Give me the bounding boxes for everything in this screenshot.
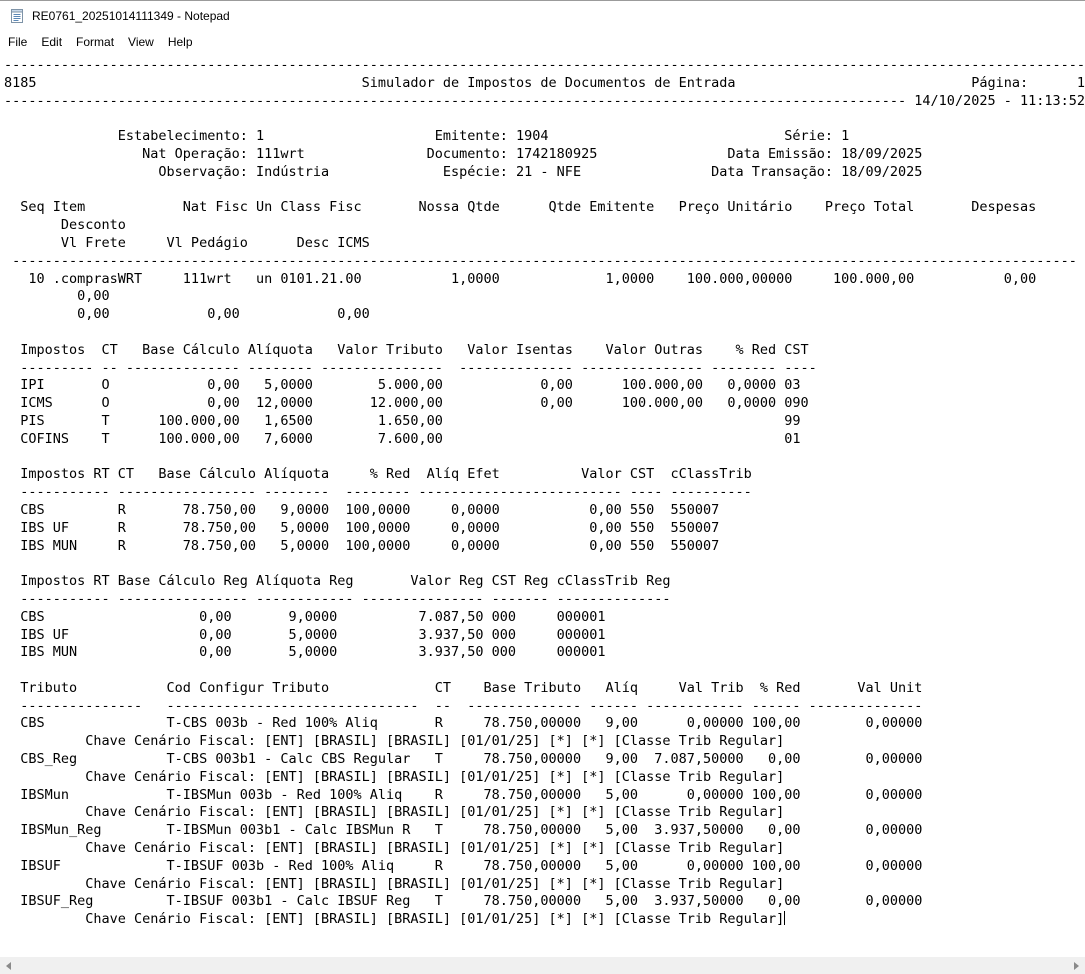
text-line: Observação: Indústria Espécie: 21 - NFE … xyxy=(4,163,923,180)
text-line: IBSUF_Reg T-IBSUF 003b1 - Calc IBSUF Reg… xyxy=(4,893,923,910)
text-line: 0,00 0,00 0,00 xyxy=(4,306,370,323)
text-line: IBSMun_Reg T-IBSMun 003b1 - Calc IBSMun … xyxy=(4,822,923,839)
text-line: ----------------------------------------… xyxy=(4,92,1085,109)
menu-item-edit[interactable]: Edit xyxy=(41,34,63,49)
text-line: --------------- ------------------------… xyxy=(4,697,923,714)
window-title: RE0761_20251014111349 - Notepad xyxy=(32,8,230,23)
text-line: Chave Cenário Fiscal: [ENT] [BRASIL] [BR… xyxy=(4,875,785,892)
text-line: CBS R 78.750,00 9,0000 100,0000 0,0000 0… xyxy=(4,501,720,518)
text-line: CBS T-CBS 003b - Red 100% Aliq R 78.750,… xyxy=(4,715,923,732)
horizontal-scrollbar[interactable] xyxy=(0,957,1085,974)
text-caret xyxy=(784,911,786,926)
text-line: ICMS O 0,00 12,0000 12.000,00 0,00 100.0… xyxy=(4,395,809,412)
text-line: Tributo Cod Configur Tributo CT Base Tri… xyxy=(4,679,923,696)
text-line: ----------------------------------------… xyxy=(4,252,1077,269)
menubar: File Edit Format View Help xyxy=(0,30,1085,53)
menu-item-help[interactable]: Help xyxy=(167,34,193,49)
text-line: Seq Item Nat Fisc Un Class Fisc Nossa Qt… xyxy=(4,199,1037,216)
text-line xyxy=(4,182,1085,200)
titlebar[interactable]: RE0761_20251014111349 - Notepad xyxy=(0,1,1085,30)
text-line: Desconto xyxy=(4,217,126,234)
text-line: Chave Cenário Fiscal: [ENT] [BRASIL] [BR… xyxy=(4,768,785,785)
text-line: Chave Cenário Fiscal: [ENT] [BRASIL] [BR… xyxy=(4,911,786,928)
text-line xyxy=(4,110,1085,128)
text-line xyxy=(4,324,1085,342)
text-line: 10 .comprasWRT 111wrt un 0101.21.00 1,00… xyxy=(4,270,1037,287)
text-line: ----------- ----------------- -------- -… xyxy=(4,484,752,501)
text-line: IBS UF 0,00 5,0000 3.937,50 000 000001 xyxy=(4,626,606,643)
text-line: Impostos CT Base Cálculo Alíquota Valor … xyxy=(4,341,809,358)
text-line xyxy=(4,555,1085,573)
text-line: Impostos RT Base Cálculo Reg Alíquota Re… xyxy=(4,573,671,590)
text-line: IPI O 0,00 5,0000 5.000,00 0,00 100.000,… xyxy=(4,377,801,394)
text-line: ----------------------------------------… xyxy=(4,57,1085,73)
scroll-right-arrow-icon[interactable] xyxy=(1068,957,1085,974)
text-line: ----------- ---------------- -----------… xyxy=(4,590,671,607)
scroll-left-arrow-icon[interactable] xyxy=(0,957,17,974)
text-line: IBS MUN R 78.750,00 5,0000 100,0000 0,00… xyxy=(4,537,720,554)
text-area[interactable]: ----------------------------------------… xyxy=(0,53,1085,957)
text-line: IBS MUN 0,00 5,0000 3.937,50 000 000001 xyxy=(4,644,606,661)
text-line: IBSUF T-IBSUF 003b - Red 100% Aliq R 78.… xyxy=(4,857,923,874)
scroll-track[interactable] xyxy=(17,957,1068,974)
notepad-icon xyxy=(9,8,25,24)
text-line: 8185 Simulador de Impostos de Documentos… xyxy=(4,74,1085,91)
text-line: IBS UF R 78.750,00 5,0000 100,0000 0,000… xyxy=(4,519,720,536)
menu-item-file[interactable]: File xyxy=(8,34,28,49)
menu-item-format[interactable]: Format xyxy=(76,34,115,49)
text-line: COFINS T 100.000,00 7,6000 7.600,00 01 xyxy=(4,430,801,447)
text-line: Chave Cenário Fiscal: [ENT] [BRASIL] [BR… xyxy=(4,840,785,857)
text-line: Chave Cenário Fiscal: [ENT] [BRASIL] [BR… xyxy=(4,733,785,750)
text-line: Nat Operação: 111wrt Documento: 17421809… xyxy=(4,145,923,162)
text-line: PIS T 100.000,00 1,6500 1.650,00 99 xyxy=(4,412,801,429)
text-line: Chave Cenário Fiscal: [ENT] [BRASIL] [BR… xyxy=(4,804,785,821)
text-line xyxy=(4,662,1085,680)
text-line: 0,00 xyxy=(4,288,110,305)
text-line: CBS_Reg T-CBS 003b1 - Calc CBS Regular T… xyxy=(4,751,923,768)
text-line: CBS 0,00 9,0000 7.087,50 000 000001 xyxy=(4,608,606,625)
text-line: Impostos RT CT Base Cálculo Alíquota % R… xyxy=(4,466,752,483)
text-line: Vl Frete Vl Pedágio Desc ICMS xyxy=(4,234,370,251)
text-content: ----------------------------------------… xyxy=(0,53,1085,929)
text-line: IBSMun T-IBSMun 003b - Red 100% Aliq R 7… xyxy=(4,786,923,803)
text-line: --------- -- -------------- -------- ---… xyxy=(4,359,817,376)
text-line xyxy=(4,449,1085,467)
menu-item-view[interactable]: View xyxy=(128,34,154,49)
text-line: Estabelecimento: 1 Emitente: 1904 Série:… xyxy=(4,128,850,145)
